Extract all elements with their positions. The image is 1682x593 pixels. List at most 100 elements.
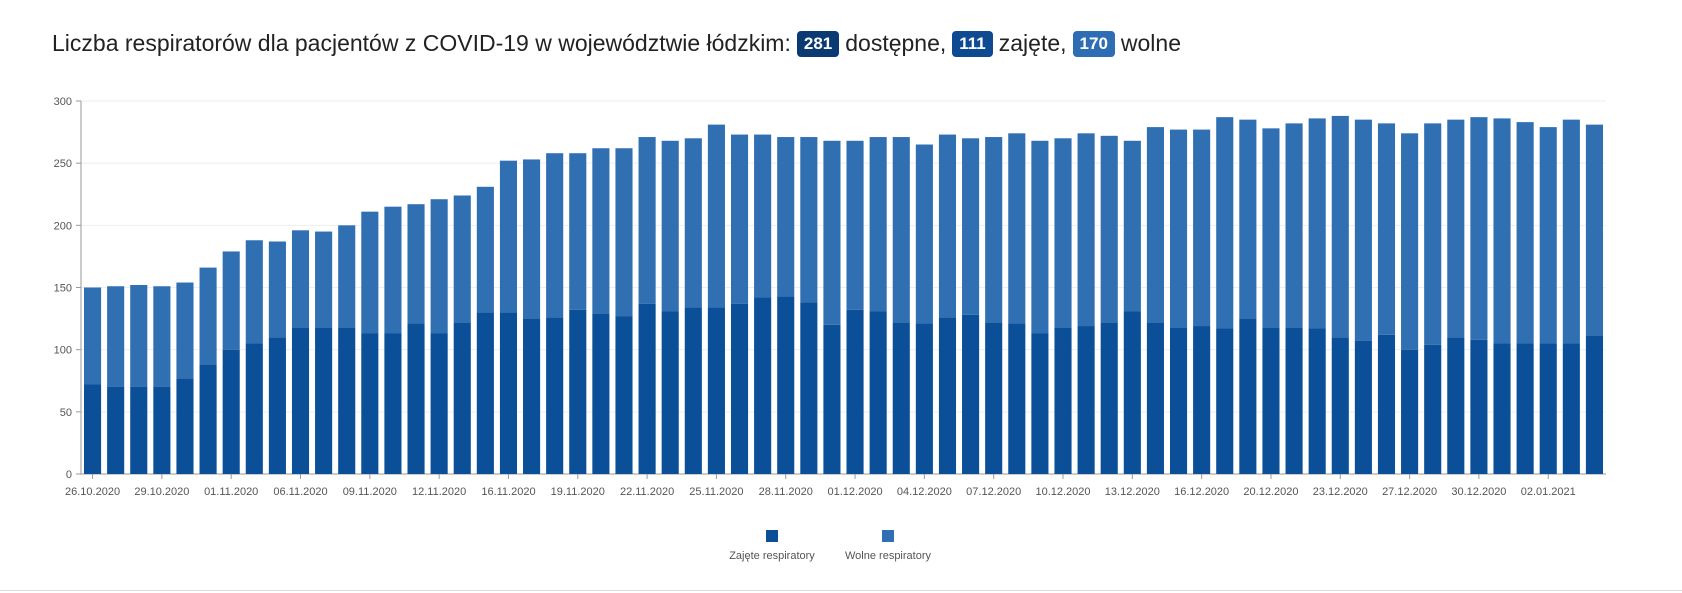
bar-free: [476, 186, 494, 313]
bar-occupied: [176, 378, 194, 474]
bar-free: [291, 230, 310, 328]
bar-free: [361, 211, 379, 334]
bar-occupied: [1054, 327, 1072, 474]
bar-free: [1470, 117, 1488, 340]
headline-text: Liczba respiratorów dla pacjentów z COVI…: [52, 30, 791, 56]
bar-free: [1377, 123, 1396, 335]
bar-occupied: [407, 323, 425, 474]
bar-occupied: [1562, 343, 1580, 474]
bar-occupied: [1031, 333, 1049, 474]
bar-free: [499, 160, 518, 313]
bar-free: [962, 138, 980, 315]
bar-free: [754, 134, 772, 298]
bar-occupied: [1401, 349, 1419, 474]
bar-occupied: [985, 322, 1003, 474]
bar-occupied: [476, 312, 494, 474]
bar-occupied: [1123, 311, 1141, 474]
bar-free: [315, 231, 333, 328]
x-tick-label: 30.12.2020: [1451, 486, 1506, 498]
bar-free: [730, 134, 749, 304]
bar-occupied: [1100, 322, 1118, 474]
bar-free: [915, 144, 933, 324]
free-badge: 170: [1072, 30, 1115, 57]
bar-free: [869, 137, 887, 312]
x-tick-label: 07.12.2020: [966, 486, 1021, 498]
bar-free: [1424, 123, 1442, 345]
bar-occupied: [1262, 327, 1280, 474]
x-tick-label: 19.11.2020: [551, 486, 605, 498]
bar-occupied: [453, 322, 471, 474]
occupied-badge: 111: [952, 30, 993, 57]
occupied-label: zajęte,: [998, 30, 1067, 56]
bar-occupied: [546, 317, 564, 474]
y-tick-label: 200: [54, 220, 72, 232]
bar-occupied: [707, 307, 725, 474]
bar-occupied: [430, 333, 448, 474]
x-tick-label: 09.11.2020: [343, 486, 397, 498]
x-tick-label: 06.11.2020: [273, 486, 327, 498]
free-label: wolne: [1120, 30, 1182, 56]
bar-free: [523, 159, 541, 319]
bar-free: [107, 286, 125, 387]
bar-occupied: [523, 318, 541, 474]
bar-occupied: [338, 327, 356, 474]
bar-free: [1308, 118, 1326, 329]
bar-free: [1216, 117, 1234, 329]
bar-occupied: [361, 333, 379, 474]
bar-free: [1146, 127, 1164, 323]
y-tick-label: 250: [54, 158, 72, 170]
bar-occupied: [1447, 337, 1465, 474]
bar-occupied: [823, 324, 841, 474]
bar-occupied: [130, 386, 148, 474]
bar-free: [245, 240, 263, 344]
x-tick-label: 20.12.2020: [1243, 486, 1298, 498]
bar-occupied: [1516, 343, 1534, 474]
x-tick-label: 16.11.2020: [481, 486, 535, 498]
bar-free: [985, 137, 1003, 323]
bar-occupied: [1146, 322, 1164, 474]
bar-free: [1123, 140, 1141, 312]
bar-free: [153, 286, 171, 387]
bar-occupied: [153, 386, 171, 474]
bottom-divider: [0, 590, 1682, 591]
bar-occupied: [499, 312, 518, 474]
bar-occupied: [1008, 323, 1026, 474]
bar-occupied: [1308, 328, 1326, 474]
bar-free: [846, 140, 864, 310]
bar-occupied: [291, 327, 310, 474]
bar-free: [1077, 133, 1095, 327]
y-tick-label: 50: [60, 407, 72, 419]
bar-occupied: [661, 311, 679, 474]
bar-occupied: [1193, 326, 1211, 474]
bar-free: [1585, 124, 1603, 336]
bar-free: [1031, 140, 1049, 334]
bar-occupied: [684, 307, 702, 474]
x-tick-label: 29.10.2020: [134, 486, 189, 498]
bar-free: [800, 137, 818, 303]
bar-free: [199, 267, 217, 365]
bar-free: [615, 148, 633, 317]
bar-occupied: [915, 323, 933, 474]
bar-free: [384, 206, 402, 334]
legend-free-swatch: [882, 530, 894, 542]
bar-occupied: [638, 303, 656, 474]
bar-free: [130, 285, 148, 387]
x-tick-label: 25.11.2020: [689, 486, 743, 498]
bar-occupied: [1077, 326, 1095, 474]
bar-occupied: [315, 327, 333, 474]
bar-occupied: [222, 349, 240, 474]
bar-free: [222, 251, 240, 350]
bar-free: [592, 148, 610, 314]
bar-occupied: [1470, 339, 1488, 474]
bar-occupied: [84, 384, 102, 474]
bar-occupied: [1354, 340, 1372, 474]
bar-occupied: [938, 317, 957, 474]
bar-occupied: [1424, 344, 1442, 474]
bar-occupied: [107, 386, 125, 474]
bar-free: [268, 241, 286, 338]
bar-occupied: [1239, 318, 1257, 474]
bar-occupied: [777, 296, 795, 474]
bar-free: [1169, 129, 1188, 328]
bar-free: [938, 134, 957, 318]
bar-free: [1100, 135, 1118, 323]
